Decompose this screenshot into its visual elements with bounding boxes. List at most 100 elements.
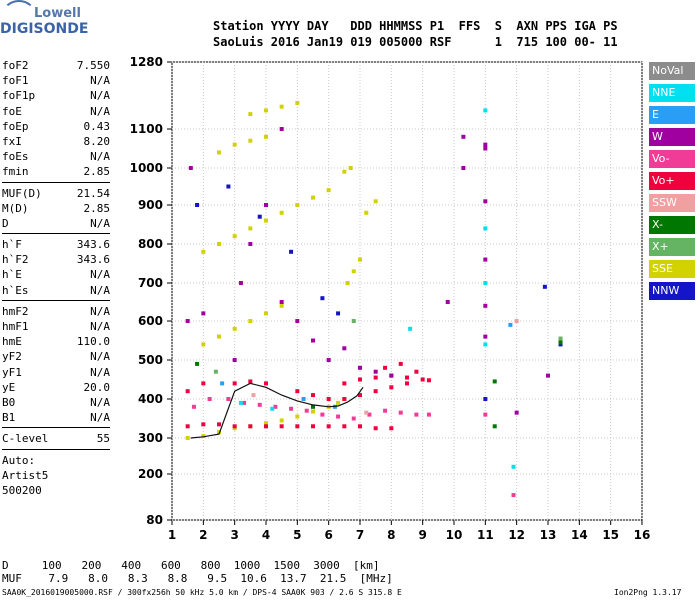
footer-version: Ion2Png 1.3.17 [614, 588, 682, 597]
echo-point [511, 464, 516, 469]
echo-point [326, 424, 331, 429]
echo-point [345, 281, 350, 285]
echo-point [483, 342, 488, 347]
echo-point [336, 311, 341, 316]
echo-point [279, 104, 284, 109]
param-value: N/A [90, 320, 110, 333]
echo-point [358, 377, 362, 382]
echo-point [201, 434, 206, 439]
x-tick-label: 8 [387, 528, 395, 542]
echo-point [232, 234, 237, 239]
echo-point [264, 381, 268, 386]
echo-point [201, 422, 206, 427]
y-tick-label: 1100 [130, 122, 163, 136]
echo-point [195, 361, 200, 366]
param-separator [2, 233, 110, 235]
echo-point [358, 365, 362, 370]
param-row-b1: B1 N/A [2, 410, 110, 425]
echo-point [220, 381, 225, 386]
echo-point [508, 322, 513, 327]
legend-item-x: X+ [649, 238, 695, 256]
echo-point [511, 493, 516, 498]
param-row-hes: h`Es N/A [2, 283, 110, 298]
echo-point [342, 169, 347, 174]
x-tick-label: 11 [477, 528, 494, 542]
echo-point [185, 436, 190, 440]
param-separator [2, 427, 110, 429]
param-label: yE [2, 380, 16, 394]
echo-point [232, 326, 237, 331]
echo-point [492, 379, 497, 384]
x-tick-label: 9 [418, 528, 426, 542]
x-tick-label: 15 [602, 528, 619, 542]
legend-item-ssw: SSW [649, 194, 695, 212]
echo-point [398, 361, 403, 366]
echo-point [414, 412, 419, 417]
echo-point [311, 195, 315, 200]
echo-point [217, 430, 221, 435]
echo-point [264, 424, 268, 429]
autoscale-text: 500200 [2, 483, 42, 497]
echo-point [483, 142, 488, 147]
param-separator [2, 181, 110, 183]
x-tick-label: 12 [508, 528, 525, 542]
y-tick-label: 400 [138, 392, 163, 406]
param-row-md: M(D) 2.85 [2, 201, 110, 216]
logo-arc-icon [2, 0, 36, 30]
echo-point [311, 393, 315, 398]
logo-line2: DIGISONDE [0, 21, 89, 37]
y-tick-label: 1280 [130, 55, 163, 69]
x-tick-label: 3 [230, 528, 238, 542]
y-tick-label: 900 [138, 198, 163, 212]
echo-point [367, 412, 372, 417]
echo-point [405, 381, 409, 386]
echo-point [238, 400, 243, 405]
param-row-b0: B0 N/A [2, 395, 110, 410]
param-label: foF1 [2, 74, 29, 88]
param-row-foep: foEp 0.43 [2, 119, 110, 134]
echo-point [405, 375, 409, 380]
param-row-yf2: yF2 N/A [2, 349, 110, 364]
y-tick-label: 500 [138, 353, 163, 367]
header-row-titles: Station YYYY DAY DDD HHMMSS P1 FFS S AXN… [213, 19, 618, 33]
param-label: C-level [2, 432, 49, 446]
echo-point [483, 146, 488, 151]
echo-point [320, 412, 325, 417]
echo-point [351, 269, 356, 274]
param-value: N/A [90, 216, 110, 230]
echo-point [270, 406, 275, 411]
echo-point [232, 142, 237, 147]
echo-point [326, 397, 331, 401]
echo-point [191, 404, 196, 409]
echo-point [358, 393, 362, 398]
echo-point [420, 377, 425, 382]
echo-point [248, 138, 253, 143]
y-tick-label: 800 [138, 237, 163, 251]
echo-point [483, 334, 488, 339]
echo-point [364, 210, 369, 215]
echo-point [342, 346, 347, 351]
echo-point [426, 378, 431, 383]
legend-item-e: E [649, 106, 695, 124]
echo-point [461, 134, 466, 139]
param-value: N/A [90, 150, 110, 164]
echo-point [248, 112, 253, 117]
echo-point [251, 393, 256, 398]
echo-point [295, 389, 300, 394]
echo-point [238, 281, 243, 285]
logo-line1: Lowell [34, 6, 81, 21]
echo-point [232, 381, 237, 386]
echo-point [248, 226, 253, 231]
echo-point [217, 242, 221, 246]
y-tick-label: 1000 [130, 161, 163, 175]
autoscale-text: Artist5 [2, 468, 49, 482]
echo-point [279, 210, 284, 215]
echo-point [398, 410, 403, 415]
echo-point [217, 422, 221, 427]
echo-point [201, 249, 206, 254]
echo-point [248, 319, 253, 323]
y-tick-label: 80 [146, 513, 163, 527]
footer-filename: SAA0K_2016019005000.RSF / 300fx256h 50 k… [2, 588, 402, 597]
param-value: N/A [90, 74, 110, 88]
